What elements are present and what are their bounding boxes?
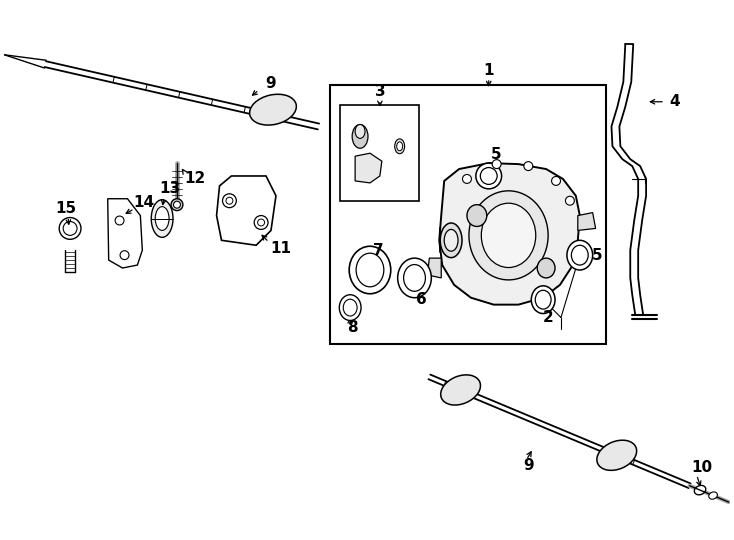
Text: 9: 9 — [266, 77, 276, 91]
Polygon shape — [355, 153, 382, 183]
Ellipse shape — [258, 219, 264, 226]
Ellipse shape — [551, 177, 561, 185]
Ellipse shape — [597, 440, 636, 470]
Text: 10: 10 — [691, 461, 712, 475]
Ellipse shape — [352, 125, 368, 148]
Text: 12: 12 — [184, 171, 206, 186]
Ellipse shape — [535, 291, 551, 309]
Text: 11: 11 — [270, 241, 291, 256]
Ellipse shape — [254, 215, 268, 230]
Ellipse shape — [59, 218, 81, 239]
Ellipse shape — [173, 201, 181, 208]
Ellipse shape — [115, 216, 124, 225]
Ellipse shape — [482, 203, 536, 267]
Ellipse shape — [250, 94, 297, 125]
Ellipse shape — [171, 199, 183, 211]
Ellipse shape — [151, 200, 173, 238]
Ellipse shape — [356, 253, 384, 287]
Ellipse shape — [462, 174, 471, 184]
Bar — [341, 105, 419, 201]
Ellipse shape — [155, 207, 169, 231]
Polygon shape — [217, 176, 276, 245]
Ellipse shape — [440, 375, 481, 405]
Ellipse shape — [493, 160, 501, 168]
Ellipse shape — [537, 258, 555, 278]
Text: 14: 14 — [134, 195, 155, 210]
Text: 8: 8 — [347, 320, 357, 335]
Polygon shape — [439, 163, 580, 305]
Ellipse shape — [469, 191, 548, 280]
Ellipse shape — [395, 139, 404, 154]
Text: 6: 6 — [416, 292, 426, 307]
Ellipse shape — [222, 194, 236, 208]
Ellipse shape — [567, 240, 592, 270]
Text: 13: 13 — [159, 181, 181, 197]
Ellipse shape — [694, 485, 706, 495]
Text: 7: 7 — [373, 242, 383, 258]
Ellipse shape — [120, 251, 129, 260]
Ellipse shape — [476, 163, 501, 189]
Ellipse shape — [396, 142, 403, 151]
Bar — [330, 85, 606, 344]
Ellipse shape — [349, 246, 390, 294]
Ellipse shape — [444, 230, 458, 251]
Ellipse shape — [226, 197, 233, 204]
Text: 5: 5 — [592, 248, 603, 262]
Ellipse shape — [467, 205, 487, 226]
Polygon shape — [427, 258, 441, 278]
Ellipse shape — [339, 295, 361, 320]
Ellipse shape — [344, 299, 357, 316]
Text: 5: 5 — [490, 147, 501, 161]
Ellipse shape — [524, 161, 533, 171]
Ellipse shape — [440, 223, 462, 258]
Ellipse shape — [404, 265, 426, 291]
Ellipse shape — [398, 258, 432, 298]
Text: 15: 15 — [56, 201, 76, 216]
Ellipse shape — [565, 196, 574, 205]
Ellipse shape — [531, 286, 555, 314]
Ellipse shape — [63, 221, 77, 235]
Text: 3: 3 — [374, 84, 385, 99]
Text: 4: 4 — [669, 94, 680, 109]
Text: 1: 1 — [484, 63, 494, 78]
Polygon shape — [108, 199, 142, 268]
Polygon shape — [578, 213, 595, 231]
Ellipse shape — [709, 492, 717, 499]
Text: 9: 9 — [523, 458, 534, 474]
Ellipse shape — [480, 167, 497, 184]
Ellipse shape — [571, 245, 588, 265]
Text: 2: 2 — [542, 310, 553, 325]
Ellipse shape — [355, 125, 365, 138]
